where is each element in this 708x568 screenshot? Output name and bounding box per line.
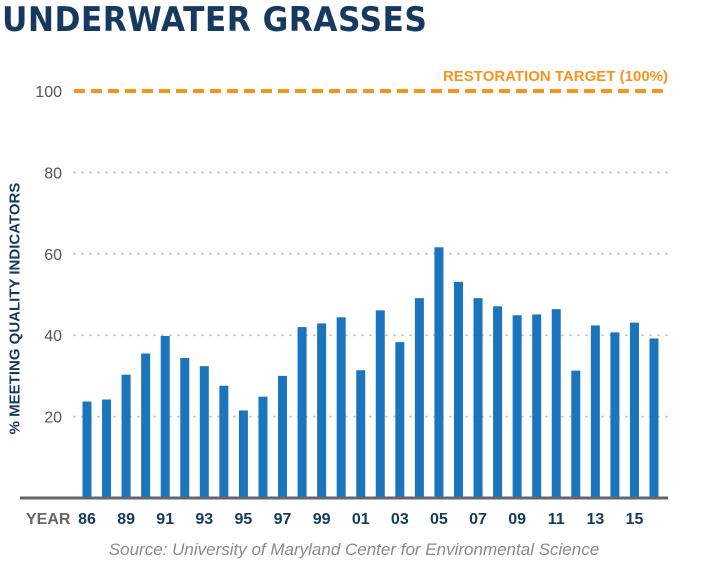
target-label: RESTORATION TARGET (100%) (443, 68, 668, 85)
source-note: Source: University of Maryland Center fo… (108, 540, 600, 559)
x-tick-label: 11 (548, 511, 565, 528)
bar-08 (493, 306, 503, 498)
x-tick-label: 91 (156, 511, 174, 528)
bar-98 (297, 327, 307, 498)
x-tick-label: 95 (235, 511, 253, 528)
x-tick-label: 13 (586, 511, 604, 528)
y-tick-label: 80 (44, 165, 62, 182)
bar-14 (610, 332, 620, 498)
bar-09 (512, 315, 522, 498)
x-tick-label: 97 (274, 511, 292, 528)
bar-96 (258, 396, 268, 498)
bar-89 (121, 374, 131, 498)
x-tick-label: 05 (430, 511, 448, 528)
bar-93 (199, 366, 209, 498)
bar-94 (219, 385, 229, 498)
bar-12 (571, 370, 581, 498)
x-axis-label: YEAR (26, 511, 71, 528)
y-tick-label: 60 (44, 247, 62, 264)
bar-88 (102, 399, 112, 498)
y-tick-label: 40 (44, 328, 62, 345)
bar-97 (278, 375, 288, 498)
bar-10 (532, 314, 542, 498)
bar-07 (473, 298, 483, 498)
bar-15 (629, 322, 639, 498)
x-tick-label: 01 (352, 511, 370, 528)
bar-11 (551, 309, 561, 498)
bar-13 (590, 325, 600, 498)
bar-95 (238, 410, 248, 498)
bar-86 (82, 401, 92, 498)
bar-00 (336, 317, 346, 498)
bar-90 (141, 353, 151, 498)
x-tick-label: 15 (626, 511, 644, 528)
bar-01 (356, 370, 366, 498)
bar-04 (414, 298, 424, 498)
x-tick-label: 03 (391, 511, 409, 528)
bar-91 (160, 336, 170, 498)
bar-03 (395, 342, 405, 498)
bar-99 (317, 323, 327, 498)
x-tick-label: 89 (117, 511, 135, 528)
x-tick-label: 86 (78, 511, 96, 528)
bar-02 (375, 310, 385, 498)
x-tick-label: 93 (195, 511, 213, 528)
x-tick-label: 07 (469, 511, 487, 528)
x-tick-label: 99 (313, 511, 331, 528)
bar-16 (649, 338, 659, 498)
bar-06 (453, 281, 463, 498)
y-tick-label: 100 (35, 84, 62, 101)
bar-05 (434, 247, 444, 498)
chart-title: UNDERWATER GRASSES (2, 0, 428, 40)
bar-92 (180, 357, 190, 498)
x-tick-label: 09 (508, 511, 526, 528)
y-tick-label: 20 (44, 410, 62, 427)
